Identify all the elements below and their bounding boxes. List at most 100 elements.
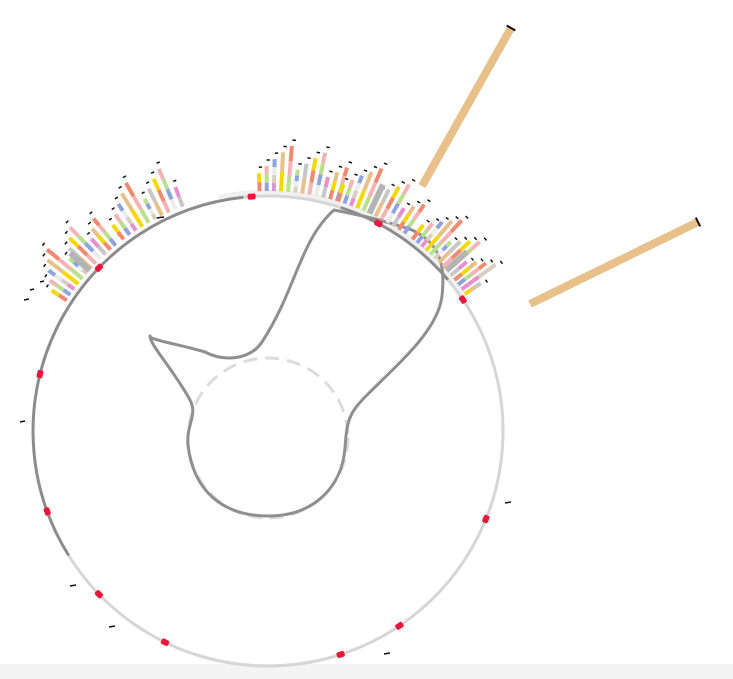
bar-segment [314,184,321,197]
bar-segment [96,245,108,256]
bar-cap [383,162,388,166]
tick-mark [29,288,35,291]
bar-segment [396,193,406,205]
bar-segment [139,208,151,224]
bar-segment [477,262,497,279]
bar-segment [123,226,132,237]
bar-segment [161,200,171,214]
bar-segment [355,189,367,209]
bar-segment [113,213,122,223]
bar-segment [288,145,294,162]
ring-marker [36,369,44,379]
bar-segment [410,230,420,241]
bar-segment [55,283,65,292]
ring-marker [160,638,170,646]
bar-segment [320,152,328,164]
bar-cap [391,183,395,187]
tick-mark [504,501,512,504]
tick-mark [108,625,116,628]
bar-segment [66,282,76,291]
bar-cluster-top [256,139,353,202]
bar-segment [445,240,453,248]
ring-marker [374,219,383,228]
bar-segment [373,202,384,218]
bar-cap [344,177,349,181]
bar-cap [64,241,68,245]
bar-segment [76,264,84,272]
bar-segment [420,239,429,248]
ring-marker [94,590,104,599]
ring-marker [94,263,104,272]
bar-cap [122,175,127,179]
bar-segment [391,216,401,228]
bar-segment [453,272,464,282]
bar-segment [316,173,323,186]
bar-cap [307,157,311,160]
bar-segment [177,196,185,208]
bar-segment [72,260,80,268]
ring-marker [247,193,256,200]
bar-segment [373,167,384,184]
bar-segment [380,188,391,204]
bar-segment [379,207,390,221]
bar-segment [85,253,98,266]
bar-segment [323,176,330,188]
bar-cap [411,178,416,182]
bar-segment [439,230,453,245]
bar-segment [428,241,443,256]
bar-cap [455,216,459,220]
large-bar-right-cap [694,217,702,227]
bar-segment [130,208,144,228]
bar-segment [45,247,61,261]
bar-segment [441,256,454,269]
bar-segment [351,190,359,199]
bar-segment [83,241,95,253]
bar-cap [483,237,488,241]
bar-segment [146,187,158,204]
bar-segment [385,196,395,210]
bar-cap [465,215,469,220]
bar-segment [416,223,425,234]
bar-segment [338,183,346,194]
ring-marker [482,514,490,524]
bar-segment [58,293,68,302]
bar-segment [302,163,309,179]
bar-cap [426,219,430,223]
bar-segment [156,189,166,203]
bar-segment [111,223,120,234]
large-bar-top [418,26,515,188]
bar-segment [342,167,349,177]
bar-segment [57,257,72,271]
bar-cap [41,242,46,247]
bar-segment [91,249,103,261]
bar-segment [173,186,181,198]
bar-segment [69,267,84,281]
bar-segment [53,273,63,282]
bar-segment [463,272,474,281]
bar-cap [42,253,46,257]
bar-cap [156,161,161,164]
large-bar-right [528,218,700,308]
bar-cluster-top-right [336,162,431,235]
backbone-light-arc [67,554,421,668]
tick-mark [19,420,26,423]
bar-segment [437,250,451,264]
large-bar-top-cap [506,24,516,32]
bar-segment [357,175,364,184]
bar-segment [68,236,80,248]
bar-segment [68,256,76,264]
bar-segment [456,277,467,287]
bar-segment [407,205,416,216]
bar-segment [328,189,335,200]
bar-segment [169,198,178,211]
bar-segment [129,222,138,232]
tick-mark [39,280,45,283]
bar-segment [116,202,125,212]
bar-segment [396,207,406,219]
bar-segment [96,234,106,245]
bar-segment [148,207,155,215]
bar-segment [142,197,149,205]
tick-mark [383,652,391,655]
bar-segment [367,181,378,198]
